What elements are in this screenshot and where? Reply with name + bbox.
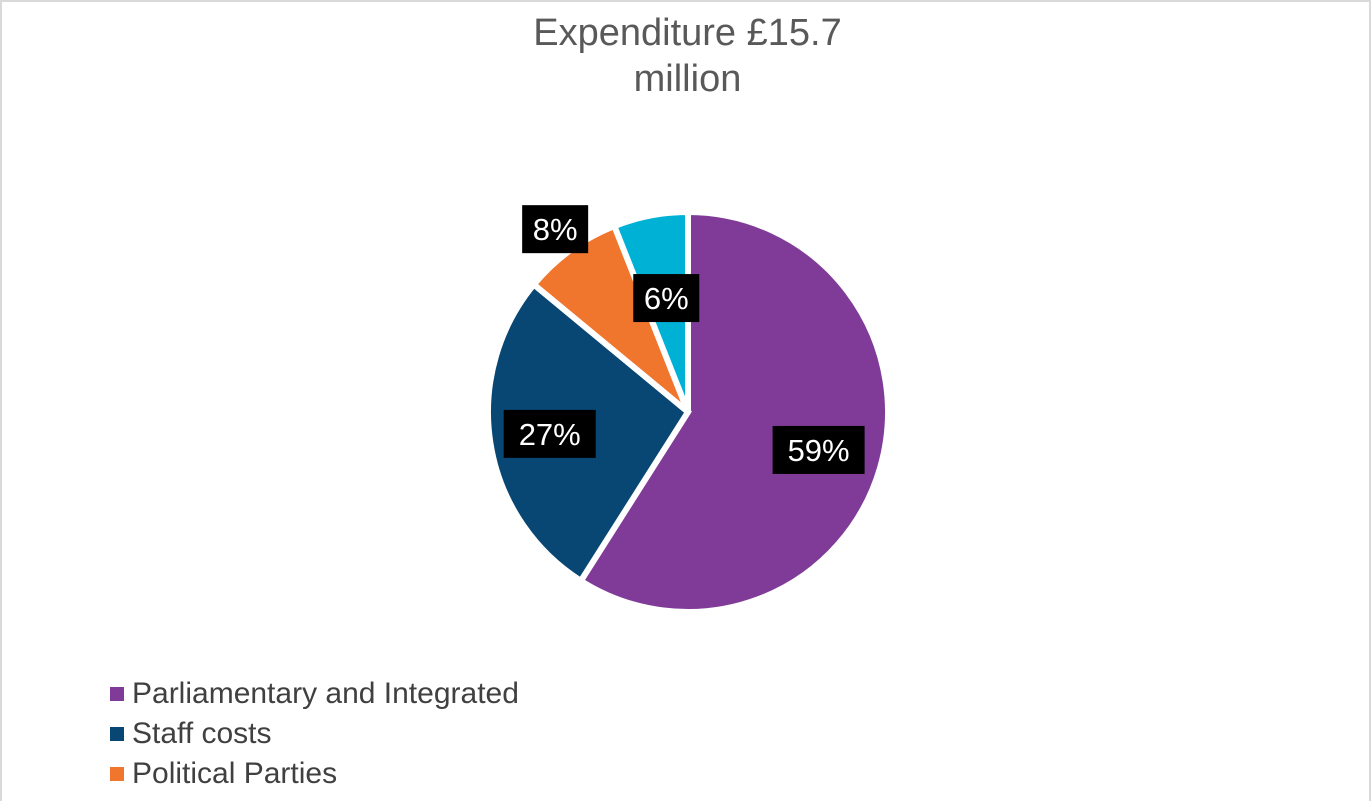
data-label-text-political-parties: 8% [533, 212, 578, 247]
legend-label-staff-costs: Staff costs [132, 717, 272, 750]
legend-swatch-parliamentary [110, 687, 124, 701]
legend-item-staff-costs: Staff costs [110, 714, 519, 754]
pie-slice-parliamentary [576, 208, 891, 615]
data-label-other: 6% [633, 274, 700, 323]
legend-item-political-parties: Political Parties [110, 754, 519, 794]
data-label-text-parliamentary: 59% [788, 433, 850, 468]
data-label-box-other [633, 274, 700, 323]
legend-label-parliamentary: Parliamentary and Integrated [132, 677, 519, 710]
chart-title-line-1: Expenditure £15.7 [533, 12, 842, 54]
legend-swatch-staff-costs [110, 727, 124, 741]
data-label-text-other: 6% [644, 281, 689, 316]
chart-title-line-2: million [633, 58, 742, 100]
legend-swatch-political-parties [110, 767, 124, 781]
data-label-parliamentary: 59% [772, 425, 865, 474]
data-label-text-staff-costs: 27% [519, 417, 581, 452]
legend-item-parliamentary: Parliamentary and Integrated [110, 674, 519, 714]
legend: Parliamentary and Integrated Staff costs… [110, 674, 519, 794]
data-label-box-parliamentary [772, 425, 865, 474]
data-label-box-political-parties [522, 205, 589, 254]
data-label-staff-costs: 27% [503, 409, 596, 458]
data-label-political-parties: 8% [522, 205, 589, 254]
chart-title: Expenditure £15.7 million [2, 10, 1371, 102]
legend-label-political-parties: Political Parties [132, 757, 338, 790]
data-label-box-staff-costs [503, 409, 596, 458]
